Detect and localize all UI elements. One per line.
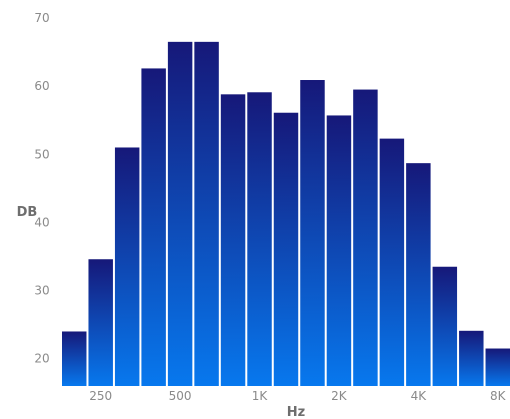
bar-12 [353, 89, 378, 386]
x-tick-label: 2K [331, 389, 348, 403]
bars-group [62, 41, 510, 387]
bar-5 [167, 41, 193, 386]
y-tick-label: 50 [34, 147, 49, 161]
bar-10 [300, 80, 325, 386]
bar-15 [432, 266, 458, 386]
x-axis-title: Hz [287, 405, 305, 419]
y-tick-label: 30 [34, 284, 49, 298]
bar-1 [62, 331, 87, 386]
x-tick-label: 250 [89, 389, 112, 403]
bar-7 [220, 94, 246, 386]
y-axis-ticks: 20 30 40 50 60 70 [34, 11, 49, 366]
y-tick-label: 70 [34, 11, 49, 25]
bar-11 [326, 115, 352, 386]
y-axis-title: DB [17, 205, 38, 220]
bar-4 [141, 68, 166, 387]
x-tick-label: 500 [169, 389, 192, 403]
x-tick-label: 1K [252, 389, 269, 403]
bar-8 [247, 92, 272, 386]
x-tick-label: 4K [411, 389, 428, 403]
y-tick-label: 60 [34, 79, 49, 93]
y-tick-label: 40 [34, 215, 49, 229]
bar-16 [459, 330, 484, 386]
x-axis-ticks: 250 500 1K 2K 4K 8K [89, 389, 506, 403]
bar-6 [194, 41, 219, 386]
bar-13 [379, 138, 405, 386]
bar-2 [88, 259, 113, 386]
bar-9 [273, 112, 299, 386]
bar-14 [406, 163, 431, 386]
bar-3 [114, 147, 140, 386]
bar-17 [485, 348, 510, 386]
y-tick-label: 20 [34, 352, 49, 366]
x-tick-label: 8K [490, 389, 507, 403]
